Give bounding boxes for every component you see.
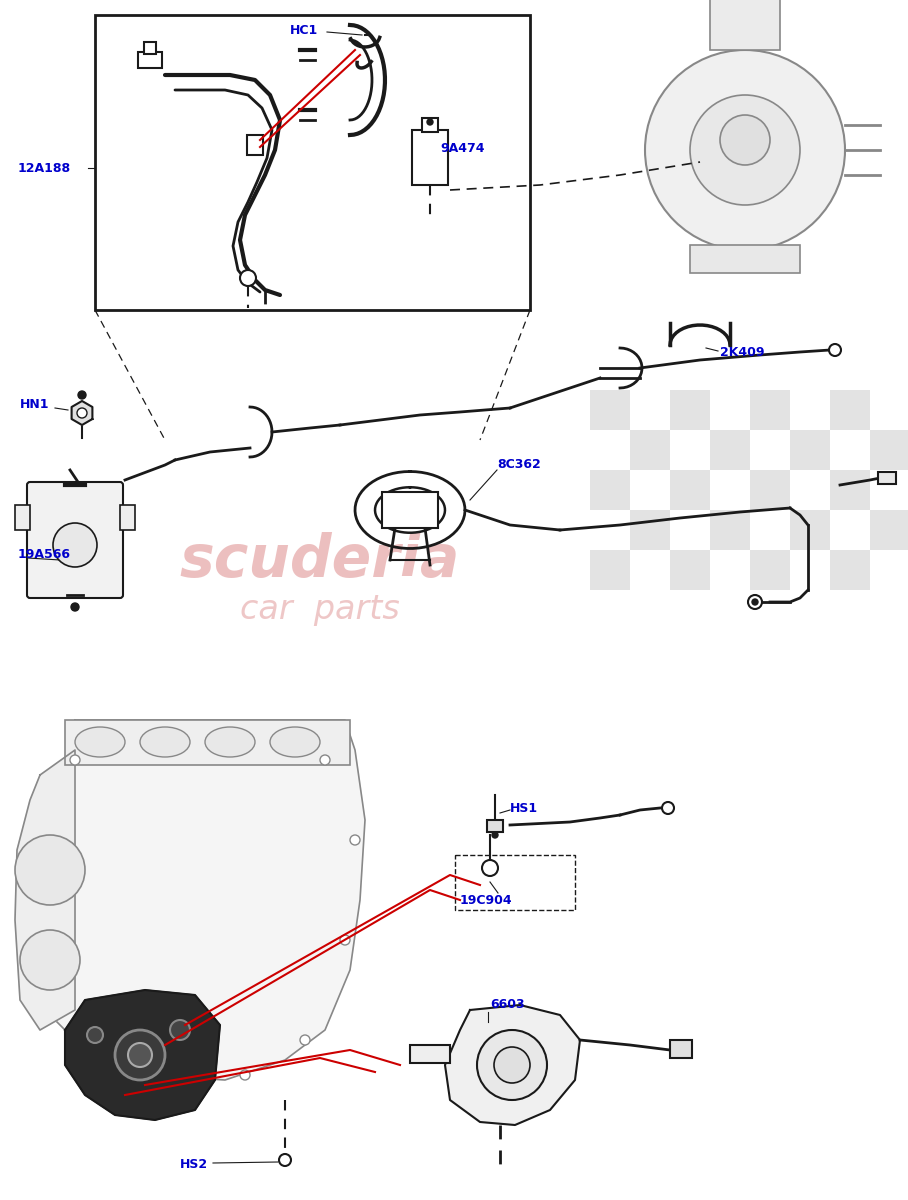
- Bar: [422, 118, 438, 132]
- Bar: [750, 550, 790, 590]
- Text: scuderia: scuderia: [180, 532, 460, 588]
- Bar: [138, 52, 162, 68]
- Polygon shape: [72, 401, 93, 425]
- Bar: [830, 550, 870, 590]
- Polygon shape: [45, 720, 365, 1080]
- Bar: [790, 430, 830, 470]
- Circle shape: [15, 835, 85, 905]
- Bar: [750, 390, 790, 430]
- Circle shape: [77, 408, 87, 418]
- Circle shape: [53, 523, 97, 566]
- Circle shape: [170, 1020, 190, 1040]
- Bar: [710, 0, 780, 50]
- Circle shape: [748, 595, 762, 608]
- Polygon shape: [65, 990, 220, 1120]
- Circle shape: [20, 930, 80, 990]
- Circle shape: [70, 755, 80, 766]
- Circle shape: [752, 599, 758, 605]
- Circle shape: [320, 755, 330, 766]
- Circle shape: [240, 270, 256, 286]
- Text: 9A474: 9A474: [440, 142, 485, 155]
- Circle shape: [494, 1046, 530, 1082]
- Ellipse shape: [270, 727, 320, 757]
- Circle shape: [78, 391, 86, 398]
- Circle shape: [115, 1030, 165, 1080]
- Bar: [382, 492, 438, 528]
- Circle shape: [128, 1043, 152, 1067]
- Bar: [65, 720, 350, 766]
- Text: 12A188: 12A188: [18, 162, 71, 174]
- Bar: [790, 510, 830, 550]
- Circle shape: [71, 602, 79, 611]
- Circle shape: [492, 832, 498, 838]
- Polygon shape: [445, 1006, 580, 1126]
- Text: 19C904: 19C904: [460, 894, 513, 906]
- Bar: [120, 505, 135, 530]
- Ellipse shape: [140, 727, 190, 757]
- Bar: [590, 550, 630, 590]
- Bar: [670, 470, 710, 510]
- Text: 8C362: 8C362: [497, 458, 541, 472]
- Bar: [15, 505, 30, 530]
- Bar: [455, 854, 575, 910]
- Circle shape: [477, 1030, 547, 1100]
- Ellipse shape: [205, 727, 255, 757]
- Circle shape: [427, 119, 433, 125]
- Text: HS1: HS1: [510, 802, 538, 815]
- Bar: [830, 470, 870, 510]
- FancyBboxPatch shape: [27, 482, 123, 598]
- Circle shape: [645, 50, 845, 250]
- Bar: [830, 390, 870, 430]
- Circle shape: [279, 1154, 291, 1166]
- Circle shape: [829, 344, 841, 356]
- Polygon shape: [15, 750, 75, 1030]
- Bar: [630, 430, 670, 470]
- Circle shape: [87, 1027, 103, 1043]
- Circle shape: [662, 802, 674, 814]
- Bar: [247, 134, 263, 155]
- Text: car  parts: car parts: [240, 594, 400, 626]
- Text: HS2: HS2: [180, 1158, 208, 1171]
- Bar: [690, 245, 800, 272]
- Circle shape: [720, 115, 770, 164]
- Bar: [750, 470, 790, 510]
- Bar: [870, 510, 908, 550]
- Bar: [487, 820, 503, 832]
- Bar: [670, 550, 710, 590]
- Bar: [410, 1045, 450, 1063]
- Circle shape: [300, 1034, 310, 1045]
- Bar: [95, 14, 530, 310]
- Bar: [710, 510, 750, 550]
- Text: 2K409: 2K409: [720, 347, 765, 360]
- Text: 6603: 6603: [490, 998, 525, 1012]
- Bar: [670, 390, 710, 430]
- Bar: [870, 430, 908, 470]
- Bar: [878, 472, 896, 484]
- Ellipse shape: [75, 727, 125, 757]
- Circle shape: [140, 1066, 150, 1075]
- Circle shape: [340, 935, 350, 946]
- Circle shape: [240, 1070, 250, 1080]
- Bar: [590, 470, 630, 510]
- Text: 19A566: 19A566: [18, 548, 71, 562]
- Text: HN1: HN1: [20, 398, 50, 412]
- Circle shape: [350, 835, 360, 845]
- Circle shape: [690, 95, 800, 205]
- Bar: [412, 130, 448, 185]
- Bar: [670, 1040, 692, 1058]
- Circle shape: [482, 860, 498, 876]
- Bar: [710, 430, 750, 470]
- Bar: [630, 510, 670, 550]
- Bar: [144, 42, 156, 54]
- Bar: [590, 390, 630, 430]
- Text: HC1: HC1: [290, 24, 318, 36]
